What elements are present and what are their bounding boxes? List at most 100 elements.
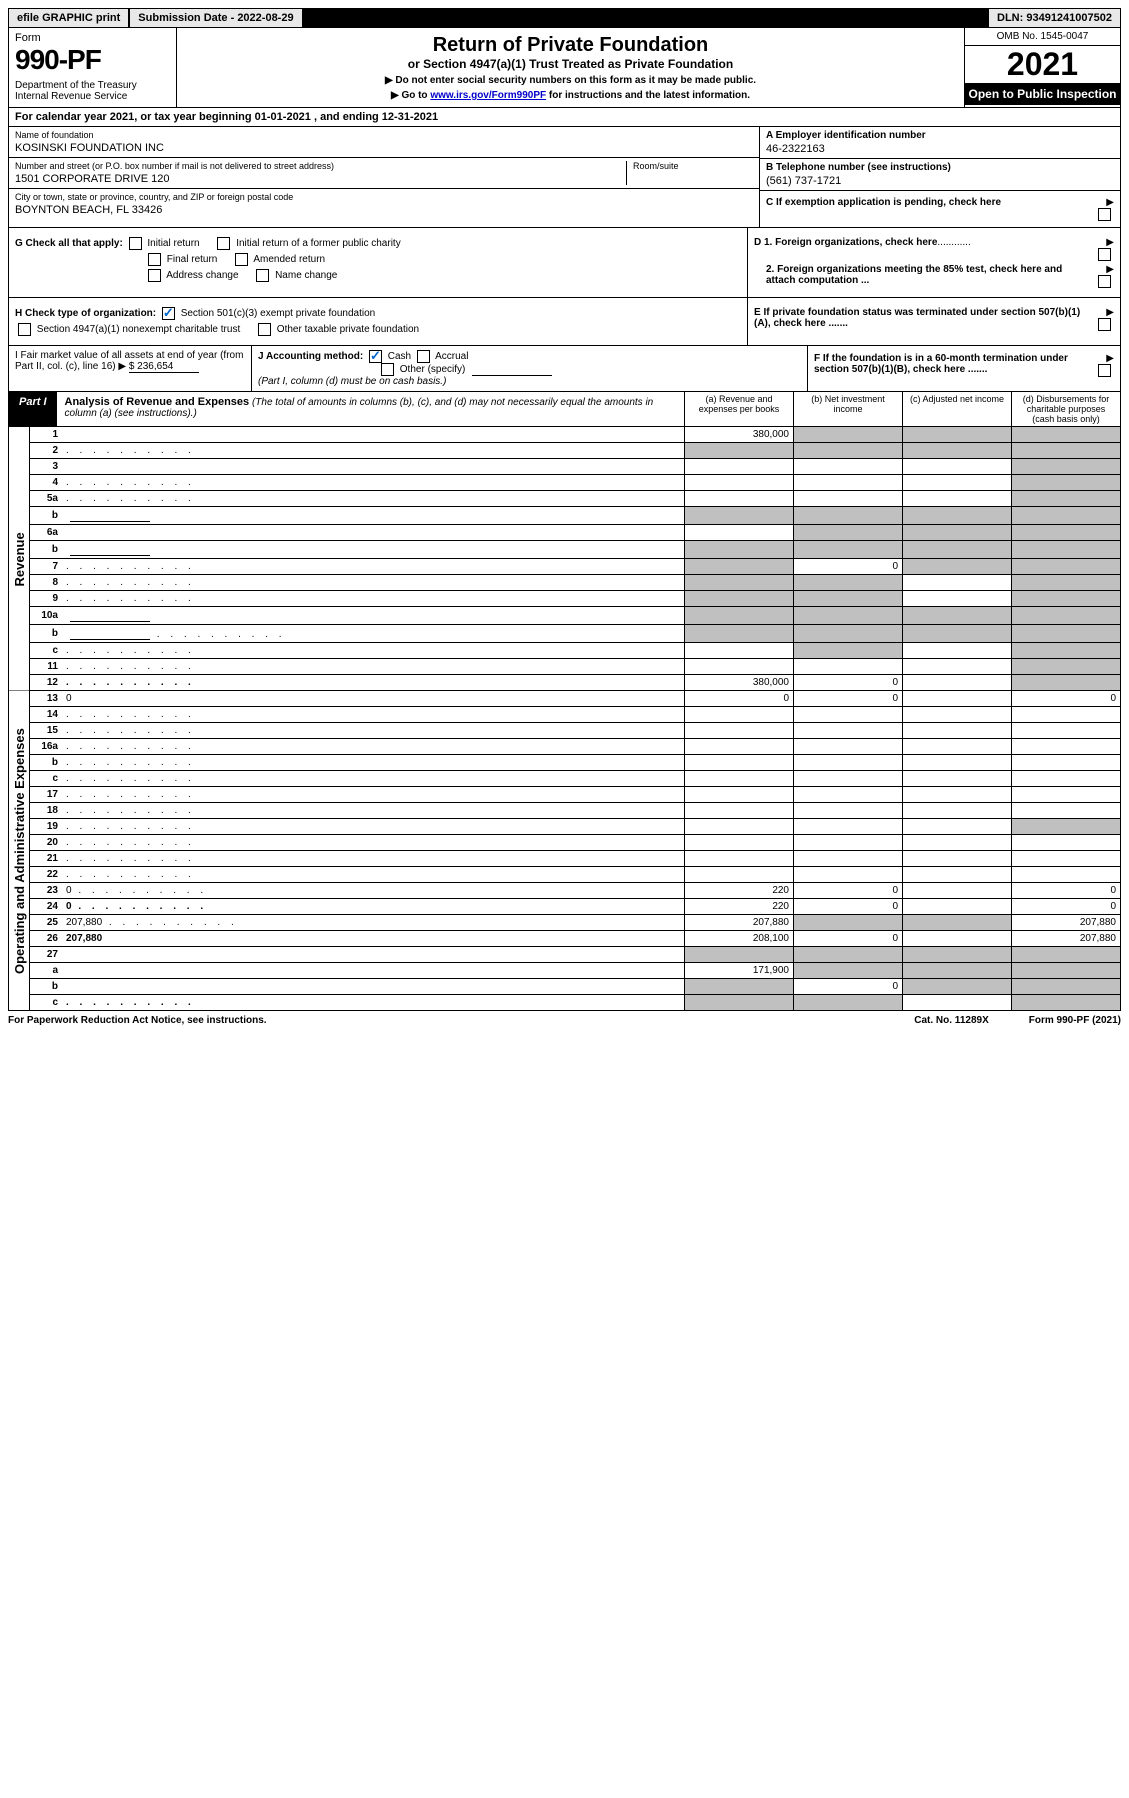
- value-col-d: [1012, 723, 1121, 739]
- street-address: 1501 CORPORATE DRIVE 120: [15, 173, 626, 185]
- d1-checkbox[interactable]: [1098, 248, 1111, 261]
- final-return-checkbox[interactable]: [148, 253, 161, 266]
- header-right: OMB No. 1545-0047 2021 Open to Public In…: [964, 28, 1120, 107]
- e-checkbox[interactable]: [1098, 318, 1111, 331]
- line-description: [62, 525, 685, 541]
- value-col-a: 220: [685, 883, 794, 899]
- value-col-b: [794, 507, 903, 525]
- 4947a1-checkbox[interactable]: [18, 323, 31, 336]
- table-row: 3: [9, 459, 1121, 475]
- value-col-a: [685, 819, 794, 835]
- value-col-a: [685, 739, 794, 755]
- value-col-c: [903, 835, 1012, 851]
- room-label: Room/suite: [633, 161, 753, 171]
- 501c3-checkbox[interactable]: [162, 307, 175, 320]
- table-row: 18: [9, 803, 1121, 819]
- section-ijf: I Fair market value of all assets at end…: [8, 346, 1121, 392]
- line-number: 17: [30, 787, 63, 803]
- value-col-b: [794, 963, 903, 979]
- cash-checkbox[interactable]: [369, 350, 382, 363]
- section-f: F If the foundation is in a 60-month ter…: [808, 346, 1120, 391]
- value-col-c: [903, 443, 1012, 459]
- value-col-d: [1012, 851, 1121, 867]
- c-checkbox[interactable]: [1098, 208, 1111, 221]
- initial-return-checkbox[interactable]: [129, 237, 142, 250]
- value-col-a: 208,100: [685, 931, 794, 947]
- line-description: [62, 559, 685, 575]
- irs-link[interactable]: www.irs.gov/Form990PF: [430, 90, 546, 101]
- value-col-d: 207,880: [1012, 915, 1121, 931]
- initial-return-label: Initial return: [147, 238, 199, 249]
- line-description: [62, 867, 685, 883]
- value-col-d: 207,880: [1012, 931, 1121, 947]
- line-number: 24: [30, 899, 63, 915]
- d2-checkbox[interactable]: [1098, 275, 1111, 288]
- line-number: 15: [30, 723, 63, 739]
- table-row: 22: [9, 867, 1121, 883]
- line-number: b: [30, 541, 63, 559]
- instruction-1: ▶ Do not enter social security numbers o…: [189, 75, 952, 86]
- name-change-label: Name change: [275, 270, 337, 281]
- value-col-b: [794, 607, 903, 625]
- line-number: 4: [30, 475, 63, 491]
- instr2-suffix: for instructions and the latest informat…: [546, 90, 750, 101]
- value-col-d: [1012, 525, 1121, 541]
- line-description: [62, 607, 685, 625]
- value-col-b: [794, 995, 903, 1011]
- value-col-b: 0: [794, 675, 903, 691]
- value-col-d: [1012, 443, 1121, 459]
- value-col-c: [903, 643, 1012, 659]
- section-j: J Accounting method: Cash Accrual Other …: [252, 346, 808, 391]
- value-col-b: 0: [794, 691, 903, 707]
- paperwork-notice: For Paperwork Reduction Act Notice, see …: [8, 1015, 267, 1026]
- value-col-d: 0: [1012, 883, 1121, 899]
- line-description: [62, 507, 685, 525]
- efile-label[interactable]: efile GRAPHIC print: [9, 9, 130, 27]
- f-checkbox[interactable]: [1098, 364, 1111, 377]
- value-col-d: [1012, 979, 1121, 995]
- part1-title: Analysis of Revenue and Expenses: [65, 396, 250, 408]
- value-col-c: [903, 851, 1012, 867]
- value-col-a: [685, 835, 794, 851]
- phone: (561) 737-1721: [766, 175, 1114, 187]
- city-label: City or town, state or province, country…: [15, 192, 753, 202]
- other-taxable-checkbox[interactable]: [258, 323, 271, 336]
- phone-label: B Telephone number (see instructions): [766, 162, 1114, 173]
- other-method-checkbox[interactable]: [381, 363, 394, 376]
- line-description: [62, 491, 685, 507]
- instr2-prefix: ▶ Go to: [391, 90, 430, 101]
- value-col-c: [903, 507, 1012, 525]
- instruction-2: ▶ Go to www.irs.gov/Form990PF for instru…: [189, 90, 952, 101]
- table-row: 27: [9, 947, 1121, 963]
- amended-return-checkbox[interactable]: [235, 253, 248, 266]
- phone-cell: B Telephone number (see instructions) (5…: [760, 159, 1120, 191]
- value-col-d: [1012, 475, 1121, 491]
- other-taxable-label: Other taxable private foundation: [277, 324, 419, 335]
- part1-title-cell: Analysis of Revenue and Expenses (The to…: [57, 392, 684, 426]
- cash-label: Cash: [388, 351, 411, 362]
- org-info: Name of foundation KOSINSKI FOUNDATION I…: [8, 127, 1121, 228]
- value-col-a: [685, 787, 794, 803]
- form-label: Form: [15, 32, 170, 44]
- value-col-b: [794, 427, 903, 443]
- h-label: H Check type of organization:: [15, 308, 156, 319]
- table-row: 16a: [9, 739, 1121, 755]
- name-change-checkbox[interactable]: [256, 269, 269, 282]
- address-change-checkbox[interactable]: [148, 269, 161, 282]
- value-col-c: [903, 459, 1012, 475]
- other-specify-input[interactable]: [472, 363, 552, 376]
- table-row: c: [9, 995, 1121, 1011]
- value-col-c: [903, 931, 1012, 947]
- addr-label: Number and street (or P.O. box number if…: [15, 161, 626, 171]
- line-description: [62, 427, 685, 443]
- section-e: E If private foundation status was termi…: [747, 298, 1120, 345]
- accrual-checkbox[interactable]: [417, 350, 430, 363]
- value-col-c: [903, 625, 1012, 643]
- value-col-c: [903, 525, 1012, 541]
- line-description: [62, 755, 685, 771]
- value-col-b: [794, 525, 903, 541]
- 4947a1-label: Section 4947(a)(1) nonexempt charitable …: [37, 324, 240, 335]
- initial-former-checkbox[interactable]: [217, 237, 230, 250]
- value-col-d: [1012, 819, 1121, 835]
- value-col-a: [685, 491, 794, 507]
